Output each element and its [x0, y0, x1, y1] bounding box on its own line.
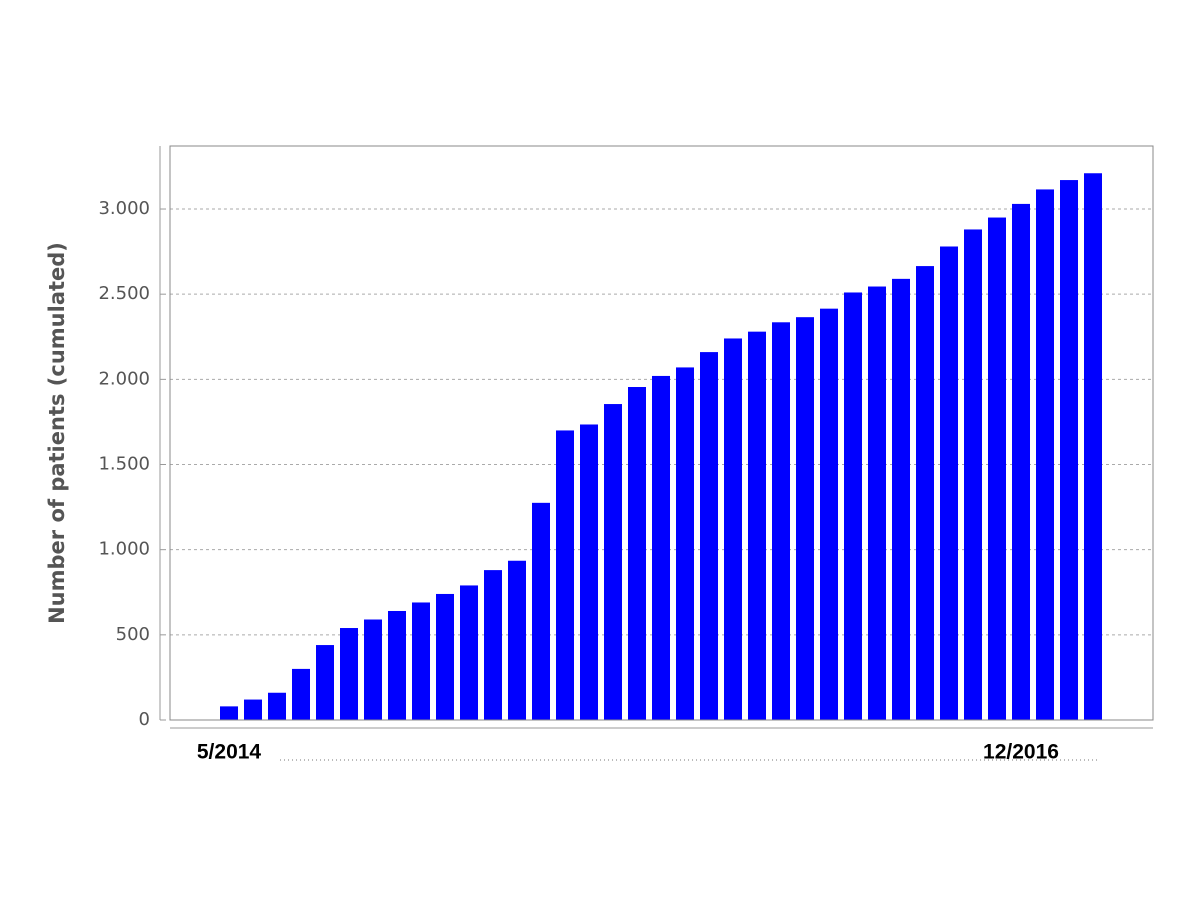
bar — [244, 699, 262, 720]
bar — [1036, 189, 1054, 720]
grid — [170, 208, 1153, 636]
bar — [1012, 203, 1030, 720]
y-tick-label: 2.000 — [98, 368, 150, 389]
bar — [532, 502, 550, 720]
y-tick-label: 1.000 — [98, 539, 150, 560]
bar — [484, 570, 502, 720]
bar — [436, 593, 454, 720]
bar — [580, 424, 598, 720]
bar — [988, 217, 1006, 720]
bar — [796, 317, 814, 720]
bar — [388, 610, 406, 720]
bar — [220, 706, 238, 720]
bar — [292, 668, 310, 720]
bar — [772, 322, 790, 720]
y-tick-label: 3.000 — [98, 198, 150, 219]
y-tick-label: 1.500 — [98, 454, 150, 475]
y-tick-label: 500 — [116, 624, 150, 645]
bars — [220, 173, 1102, 721]
bar — [940, 246, 958, 720]
bar — [268, 692, 286, 720]
y-axis-label: Number of patients (cumulated) — [45, 242, 69, 624]
bar — [748, 331, 766, 720]
bar — [340, 628, 358, 720]
bar — [604, 404, 622, 720]
bar — [700, 352, 718, 720]
bar — [460, 585, 478, 720]
y-tick-label: 2.500 — [98, 283, 150, 304]
bar — [916, 266, 934, 720]
bar — [868, 286, 886, 720]
bar — [652, 375, 670, 720]
bar — [964, 229, 982, 720]
bar — [316, 645, 334, 720]
bar — [364, 619, 382, 720]
y-tick-label: 0 — [139, 709, 150, 730]
bar — [1084, 173, 1102, 721]
bar — [844, 292, 862, 720]
plot-border — [169, 145, 1154, 721]
bar — [676, 367, 694, 720]
bar — [412, 602, 430, 720]
bar — [556, 430, 574, 720]
bar — [820, 308, 838, 720]
bar — [1060, 180, 1078, 720]
bar — [892, 278, 910, 720]
bar — [724, 338, 742, 720]
x-tick-label: 12/2016 — [983, 741, 1059, 764]
x-tick-label: 5/2014 — [197, 741, 262, 764]
bar — [508, 560, 526, 720]
bar — [628, 387, 646, 720]
